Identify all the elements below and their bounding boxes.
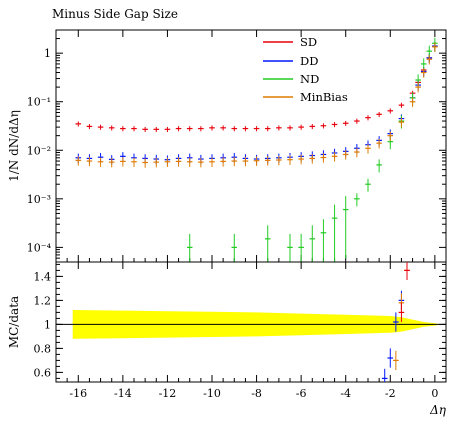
x-axis-ticks: -16 -14 -12 -10 -8 -6 -4 -2 0 xyxy=(69,387,438,400)
ratio-y-tick-label: 0.6 xyxy=(34,366,52,379)
ratio-y-tick-label: 0.8 xyxy=(34,342,52,355)
main-y-tick-label: 10⁻² xyxy=(27,144,51,157)
legend-item-dd: DD xyxy=(263,54,318,68)
legend-label-nd: ND xyxy=(300,72,319,86)
main-y-tick-label: 10⁻³ xyxy=(27,193,51,206)
legend-item-nd: ND xyxy=(263,72,319,86)
x-tick-label: -14 xyxy=(114,387,132,400)
ratio-plot-area: 0.6 0.8 1 1.2 1.4 xyxy=(34,262,447,382)
x-tick-label: -4 xyxy=(340,387,351,400)
main-y-tick-label: 10⁻⁴ xyxy=(27,241,52,254)
legend-item-minbias: MinBias xyxy=(263,90,348,104)
x-tick-label: -6 xyxy=(296,387,307,400)
x-tick-label: -8 xyxy=(251,387,262,400)
main-y-tick-label: 10⁻¹ xyxy=(27,96,51,109)
ratio-y-tick-label: 1.2 xyxy=(34,294,52,307)
x-tick-label: -10 xyxy=(203,387,221,400)
ratio-y-tick-label: 1 xyxy=(44,318,51,331)
ratio-plot-frame xyxy=(55,261,447,383)
x-axis-label: Δη xyxy=(429,403,447,417)
main-plot-frame xyxy=(55,29,447,263)
legend-label-dd: DD xyxy=(300,54,318,68)
ratio-y-axis-label: MC/data xyxy=(7,296,21,348)
chart-title: Minus Side Gap Size xyxy=(52,7,178,21)
legend: SD DD ND MinBias xyxy=(263,35,348,104)
legend-label-minbias: MinBias xyxy=(300,90,348,104)
x-tick-label: -2 xyxy=(385,387,396,400)
main-plot-area: 10⁻⁴ 10⁻³ 10⁻² 10⁻¹ 1 xyxy=(27,29,447,263)
x-tick-label: -12 xyxy=(159,387,177,400)
main-y-tick-label: 1 xyxy=(44,47,51,60)
legend-item-sd: SD xyxy=(263,35,317,49)
x-tick-label: -16 xyxy=(69,387,87,400)
legend-label-sd: SD xyxy=(300,35,317,49)
main-y-axis-label: 1/N dN/dΔη xyxy=(7,110,21,182)
x-tick-label: 0 xyxy=(431,387,438,400)
ratio-y-tick-label: 1.4 xyxy=(34,270,52,283)
